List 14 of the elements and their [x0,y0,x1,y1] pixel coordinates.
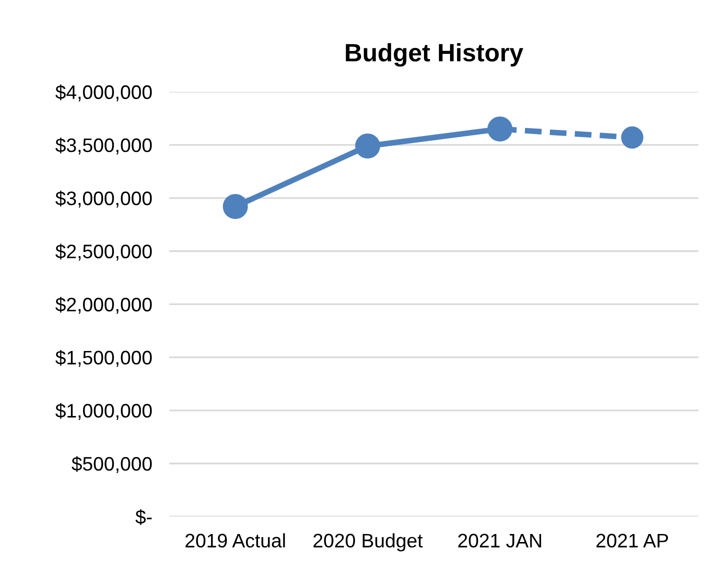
x-tick-label: 2021 AP [596,534,668,548]
y-tick-label: $1,000,000 [55,403,152,420]
y-tick-label: $1,500,000 [55,350,152,367]
x-tick-label: 2021 JAN [458,534,542,548]
y-tick-label: $3,000,000 [55,190,152,208]
y-tick-label: $2,500,000 [55,244,152,261]
y-tick-label: $500,000 [72,456,152,474]
y-tick-label: $4,000,000 [55,84,152,102]
y-tick-label: $2,000,000 [55,296,152,314]
x-tick-label: 2019 Actual [186,533,285,548]
x-tick-label: 2020 Budget [313,533,423,552]
y-tick-label: $3,500,000 [55,138,152,154]
chart-title: Budget History [346,43,524,67]
y-tick-label: $- [135,509,152,525]
